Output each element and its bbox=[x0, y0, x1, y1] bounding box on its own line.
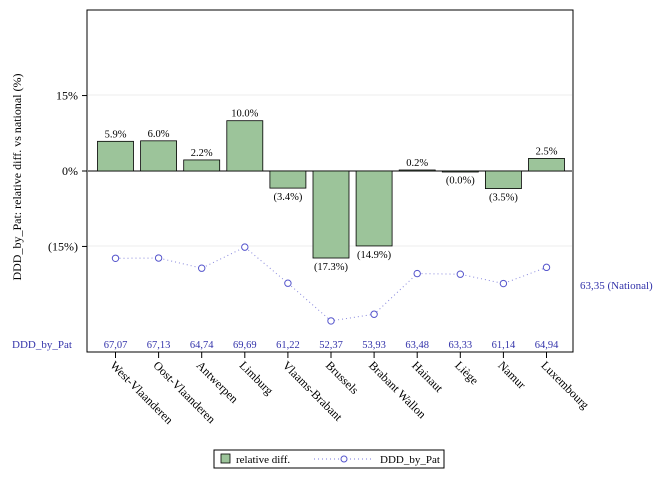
x-label-limburg: Limburg bbox=[237, 358, 276, 397]
ddd-point-luxembourg bbox=[542, 263, 551, 272]
bar-hainaut bbox=[398, 169, 436, 172]
y-tick-label: (15%) bbox=[48, 239, 78, 253]
ddd-point-vlaams-brabant bbox=[284, 279, 292, 287]
ddd-point-brabant-wallon bbox=[370, 310, 378, 318]
ddd-value-label: 53,93 bbox=[362, 340, 386, 351]
national-reference-label: 63,35 (National) bbox=[580, 280, 653, 292]
ddd-value-label: 52,37 bbox=[319, 340, 343, 351]
bar-limburg bbox=[226, 120, 264, 172]
legend-bar-label: relative diff. bbox=[236, 454, 290, 466]
ddd-point-limburg bbox=[241, 243, 249, 251]
legend-line-marker bbox=[340, 455, 348, 463]
x-label-hainaut: Hainaut bbox=[409, 358, 446, 395]
ddd-point-oost-vlaanderen bbox=[154, 254, 163, 262]
bar-brabant-wallon bbox=[355, 170, 393, 247]
ddd-point-liege bbox=[456, 270, 464, 278]
ddd-value-label: 69,69 bbox=[233, 340, 257, 351]
ddd-value-label: 61,22 bbox=[276, 340, 300, 351]
x-label-brussels: Brussels bbox=[323, 358, 362, 397]
x-axis-ticks bbox=[115, 352, 547, 358]
bar-value-label: 5.9% bbox=[105, 129, 127, 140]
bar-value-label: (3.4%) bbox=[273, 192, 302, 203]
ddd-value-label: 63,33 bbox=[448, 340, 472, 351]
ddd-line-series bbox=[111, 243, 551, 325]
y-tick-label: 15% bbox=[56, 89, 78, 103]
bar-brussels bbox=[312, 170, 350, 259]
ddd-value-label: 61,14 bbox=[492, 340, 516, 351]
bar-series bbox=[97, 120, 565, 259]
ddd-point-west-vlaanderen bbox=[111, 254, 120, 262]
ddd-value-label: 64,74 bbox=[190, 340, 214, 351]
bar-value-label: 6.0% bbox=[148, 129, 170, 140]
x-axis-labels: West-VlaanderenOost-VlaanderenAntwerpenL… bbox=[107, 358, 592, 427]
y-axis-ticks: 15% 0% (15%) bbox=[48, 89, 87, 253]
ddd-point-brussels bbox=[327, 317, 335, 325]
bar-labels: 5.9% 6.0% 2.2% 10.0% (3.4%) (17.3%) (14.9%) 0.2… bbox=[105, 109, 558, 273]
bar-namur bbox=[484, 170, 522, 190]
bar-luxembourg bbox=[528, 158, 565, 172]
bar-value-label: (17.3%) bbox=[314, 262, 349, 273]
y-tick-label: 0% bbox=[62, 164, 78, 178]
x-label-liege: Liège bbox=[452, 358, 481, 387]
bar-value-label: 2.2% bbox=[191, 148, 213, 159]
bar-value-label: (3.5%) bbox=[489, 193, 518, 204]
ddd-point-hainaut bbox=[413, 269, 421, 278]
legend-line-label: DDD_by_Pat bbox=[380, 454, 440, 466]
bar-value-label: (0.0%) bbox=[446, 175, 475, 186]
bar-value-label: 2.5% bbox=[536, 146, 558, 157]
bar-vlaams-brabant bbox=[269, 170, 307, 189]
y-axis-title: DDD_by_Pat: relative diff. vs national (… bbox=[10, 73, 24, 280]
legend: relative diff. DDD_by_Pat bbox=[213, 449, 445, 469]
bar-value-label: 0.2% bbox=[406, 158, 428, 169]
bar-value-label: 10.0% bbox=[231, 109, 258, 120]
plot-frame bbox=[86, 9, 574, 353]
x-label-namur: Namur bbox=[495, 358, 528, 391]
bar-value-label: (14.9%) bbox=[357, 250, 392, 261]
x-label-luxembourg: Luxembourg bbox=[538, 358, 592, 412]
ddd-point-antwerpen bbox=[198, 264, 206, 272]
bar-antwerpen bbox=[183, 159, 221, 172]
ddd-value-label: 67,07 bbox=[104, 340, 128, 351]
bar-liege bbox=[441, 170, 479, 173]
ddd-value-label: 67,13 bbox=[147, 340, 171, 351]
ddd-value-row: 67,07 67,13 64,74 69,69 61,22 52,37 53,93 63,48… bbox=[104, 340, 559, 351]
legend-bar-swatch bbox=[220, 453, 231, 464]
ddd-point-namur bbox=[499, 279, 508, 288]
bar-west-vlaanderen bbox=[97, 140, 134, 172]
bar-oost-vlaanderen bbox=[140, 140, 178, 172]
ddd-value-label: 63,48 bbox=[405, 340, 429, 351]
ddd-row-label: DDD_by_Pat bbox=[12, 339, 72, 351]
legend-box bbox=[213, 449, 445, 469]
ddd-value-label: 64,94 bbox=[535, 340, 559, 351]
